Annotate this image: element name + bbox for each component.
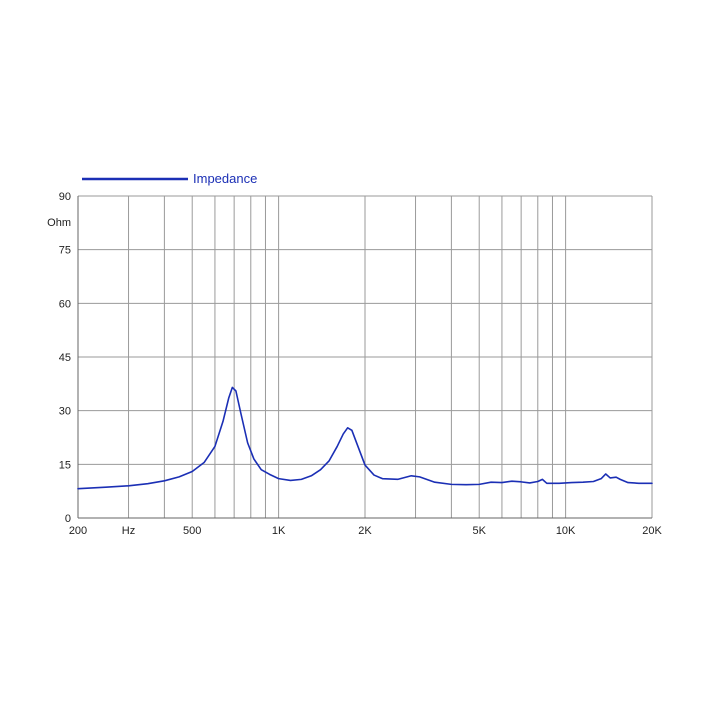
x-tick-label: 200 [69, 525, 87, 537]
x-tick-label: 10K [556, 525, 576, 537]
y-axis-unit-label: Ohm [47, 217, 71, 229]
y-tick-label: 45 [59, 352, 71, 364]
axes [77, 196, 652, 519]
x-tick-label: 20K [642, 525, 662, 537]
series-line-impedance [77, 386, 653, 490]
y-tick-label: 90 [59, 191, 71, 203]
x-tick-label: 5K [472, 525, 486, 537]
legend: Impedance [82, 171, 257, 186]
grid [78, 195, 653, 518]
x-tick-label: 2K [358, 525, 372, 537]
y-tick-label: 0 [65, 513, 71, 525]
series-layer [77, 386, 653, 490]
legend-label-impedance: Impedance [193, 171, 257, 186]
y-tick-label: 75 [59, 245, 71, 257]
y-tick-label: 15 [59, 459, 71, 471]
x-tick-label: 1K [272, 525, 286, 537]
x-tick-label: 500 [183, 525, 201, 537]
tick-labels: 0 15 30 45 60 75 90 Ohm 200 500 1K 2K 5K 10K 20K Hz [47, 191, 662, 537]
y-tick-label: 60 [59, 298, 71, 310]
x-axis-unit-label: Hz [122, 525, 135, 537]
y-tick-label: 30 [59, 406, 71, 418]
